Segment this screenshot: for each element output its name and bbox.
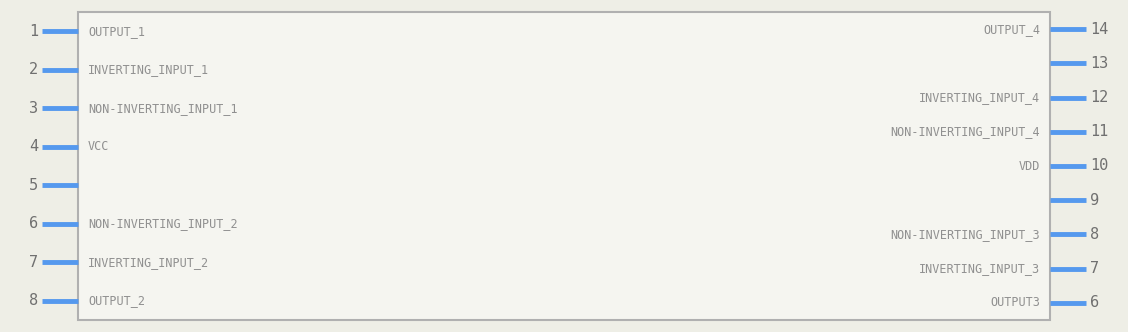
Text: NON-INVERTING_INPUT_2: NON-INVERTING_INPUT_2 <box>88 217 238 230</box>
Text: 10: 10 <box>1090 158 1108 174</box>
Text: 1: 1 <box>29 24 38 39</box>
Text: INVERTING_INPUT_1: INVERTING_INPUT_1 <box>88 63 209 76</box>
Text: 6: 6 <box>1090 295 1099 310</box>
Text: VCC: VCC <box>88 140 109 153</box>
Text: NON-INVERTING_INPUT_1: NON-INVERTING_INPUT_1 <box>88 102 238 115</box>
Text: 6: 6 <box>29 216 38 231</box>
Text: 14: 14 <box>1090 22 1108 37</box>
Text: OUTPUT_4: OUTPUT_4 <box>982 23 1040 36</box>
Text: 5: 5 <box>29 178 38 193</box>
Text: OUTPUT_1: OUTPUT_1 <box>88 25 146 38</box>
Text: 8: 8 <box>1090 227 1099 242</box>
Text: 4: 4 <box>29 139 38 154</box>
Text: 9: 9 <box>1090 193 1099 208</box>
Text: 3: 3 <box>29 101 38 116</box>
Text: INVERTING_INPUT_4: INVERTING_INPUT_4 <box>919 91 1040 104</box>
Text: INVERTING_INPUT_2: INVERTING_INPUT_2 <box>88 256 209 269</box>
Text: INVERTING_INPUT_3: INVERTING_INPUT_3 <box>919 262 1040 275</box>
Text: 13: 13 <box>1090 56 1108 71</box>
Text: 8: 8 <box>29 293 38 308</box>
Text: NON-INVERTING_INPUT_4: NON-INVERTING_INPUT_4 <box>890 125 1040 138</box>
Text: 11: 11 <box>1090 124 1108 139</box>
FancyBboxPatch shape <box>78 12 1050 320</box>
Text: 2: 2 <box>29 62 38 77</box>
Text: 12: 12 <box>1090 90 1108 105</box>
Text: 7: 7 <box>29 255 38 270</box>
Text: 7: 7 <box>1090 261 1099 276</box>
Text: OUTPUT_2: OUTPUT_2 <box>88 294 146 307</box>
Text: OUTPUT3: OUTPUT3 <box>990 296 1040 309</box>
Text: VDD: VDD <box>1019 159 1040 173</box>
Text: NON-INVERTING_INPUT_3: NON-INVERTING_INPUT_3 <box>890 228 1040 241</box>
